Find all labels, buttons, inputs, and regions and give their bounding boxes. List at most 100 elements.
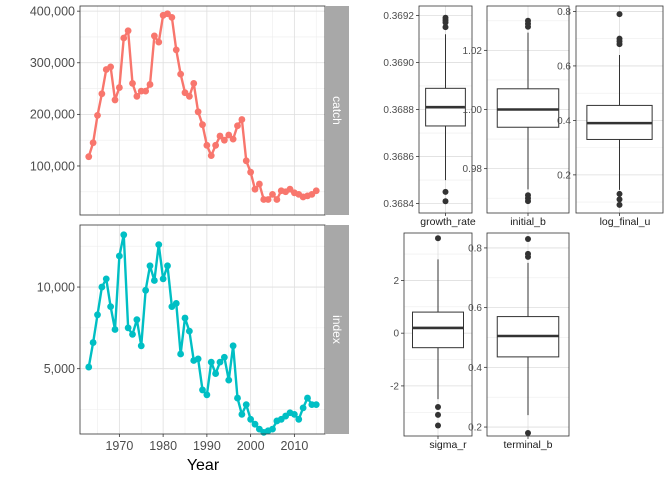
y-tick-label-log_final_u: 0.4 xyxy=(557,116,571,127)
data-point-index xyxy=(203,391,211,399)
data-point-catch xyxy=(229,135,237,143)
data-point-catch xyxy=(234,122,241,130)
data-point-index xyxy=(234,394,241,402)
data-point-catch xyxy=(216,132,224,140)
data-point-index xyxy=(194,355,202,363)
x-tick-label: 1980 xyxy=(149,439,177,453)
y-tick-label-sigma_r: 0 xyxy=(393,329,399,340)
y-tick-label-sigma_r: -2 xyxy=(390,381,399,392)
data-point-catch xyxy=(142,87,150,95)
outlier-point-log_final_u xyxy=(616,11,623,18)
x-tick-label-log_final_u: log_final_u xyxy=(600,216,651,228)
y-tick-label-initial_b: 0.98 xyxy=(463,164,483,175)
data-point-catch xyxy=(155,38,163,46)
data-point-catch xyxy=(190,80,198,87)
outlier-point-terminal_b xyxy=(525,235,531,242)
data-point-catch xyxy=(85,153,93,161)
data-point-catch xyxy=(177,70,185,78)
x-tick-label-initial_b: initial_b xyxy=(510,216,546,228)
y-tick-label-terminal_b: 0.8 xyxy=(468,243,482,254)
data-point-index xyxy=(172,299,180,307)
data-point-index xyxy=(115,252,123,260)
outlier-point-log_final_u xyxy=(616,190,623,197)
data-point-index xyxy=(251,420,259,428)
data-point-index xyxy=(89,339,97,346)
data-point-catch xyxy=(120,34,128,42)
y-tick-label-catch: 400,000 xyxy=(30,4,75,18)
data-point-index xyxy=(304,394,311,402)
data-point-catch xyxy=(172,46,180,54)
outlier-point-initial_b xyxy=(525,17,531,24)
panel-background-catch xyxy=(80,6,325,215)
y-tick-label-growth_rate: 0.3686 xyxy=(383,152,414,163)
panel-background-index xyxy=(80,225,325,434)
outlier-point-sigma_r xyxy=(435,404,441,410)
data-point-index xyxy=(242,401,250,409)
y-tick-label-terminal_b: 0.6 xyxy=(468,303,482,314)
data-point-catch xyxy=(124,27,132,35)
data-point-catch xyxy=(107,63,115,71)
y-tick-label-growth_rate: 0.3684 xyxy=(383,199,414,210)
outlier-point-sigma_r xyxy=(435,422,441,429)
data-point-catch xyxy=(168,13,176,21)
outlier-point-growth_rate xyxy=(442,14,449,21)
data-point-index xyxy=(129,330,136,338)
data-point-index xyxy=(85,363,93,371)
data-point-catch xyxy=(251,185,259,193)
outlier-point-growth_rate xyxy=(442,198,449,205)
box-iqr-initial_b xyxy=(496,88,560,128)
data-point-catch xyxy=(150,32,158,40)
outlier-point-sigma_r xyxy=(435,411,441,418)
data-point-catch xyxy=(146,81,154,88)
data-point-catch xyxy=(199,121,206,129)
outlier-point-initial_b xyxy=(525,198,531,205)
data-point-catch xyxy=(111,96,119,104)
outlier-point-log_final_u xyxy=(616,196,623,203)
x-tick-label: 2000 xyxy=(237,439,265,453)
data-point-index xyxy=(142,286,150,294)
data-point-catch xyxy=(264,196,272,203)
data-point-index xyxy=(124,324,132,332)
data-point-index xyxy=(220,353,228,361)
x-tick-label: 1970 xyxy=(105,439,133,453)
data-point-index xyxy=(199,386,206,394)
outlier-point-growth_rate xyxy=(442,188,449,195)
y-tick-label-growth_rate: 0.3692 xyxy=(383,11,414,22)
data-point-catch xyxy=(203,141,211,149)
data-point-catch xyxy=(247,168,255,176)
data-point-catch xyxy=(207,152,215,160)
data-point-catch xyxy=(225,131,233,139)
data-point-index xyxy=(133,316,141,324)
x-tick-label-sigma_r: sigma_r xyxy=(429,439,467,451)
data-point-index xyxy=(120,231,128,239)
data-point-index xyxy=(312,401,320,409)
outlier-point-terminal_b xyxy=(525,430,531,437)
y-tick-label-catch: 300,000 xyxy=(30,56,75,70)
y-tick-label-sigma_r: 2 xyxy=(393,276,399,287)
data-point-catch xyxy=(115,84,123,91)
data-point-index xyxy=(102,275,110,283)
y-tick-label-terminal_b: 0.2 xyxy=(468,423,482,434)
y-tick-label-log_final_u: 0.6 xyxy=(557,61,571,72)
facet-strip-catch xyxy=(325,6,349,215)
box-iqr-sigma_r xyxy=(412,311,464,349)
data-point-catch xyxy=(98,90,106,98)
x-tick-label: 1990 xyxy=(193,439,221,453)
data-point-index xyxy=(295,415,303,423)
x-tick-label-growth_rate: growth_rate xyxy=(420,216,476,228)
outlier-point-log_final_u xyxy=(616,35,623,42)
y-tick-label-log_final_u: 0.8 xyxy=(557,7,571,18)
data-point-catch xyxy=(129,80,136,87)
facet-strip-label-catch: catch xyxy=(330,96,344,125)
data-point-index xyxy=(159,275,167,283)
data-point-catch xyxy=(94,112,101,119)
outlier-point-sigma_r xyxy=(435,235,441,242)
y-tick-label-index: 10,000 xyxy=(37,280,75,294)
y-tick-label-growth_rate: 0.3690 xyxy=(383,58,414,69)
facet-strip-index xyxy=(325,225,349,434)
facet-strip-label-index: index xyxy=(330,315,344,344)
data-point-index xyxy=(299,404,307,412)
data-point-catch xyxy=(242,157,250,165)
data-point-index xyxy=(181,314,189,322)
data-point-index xyxy=(137,342,145,350)
